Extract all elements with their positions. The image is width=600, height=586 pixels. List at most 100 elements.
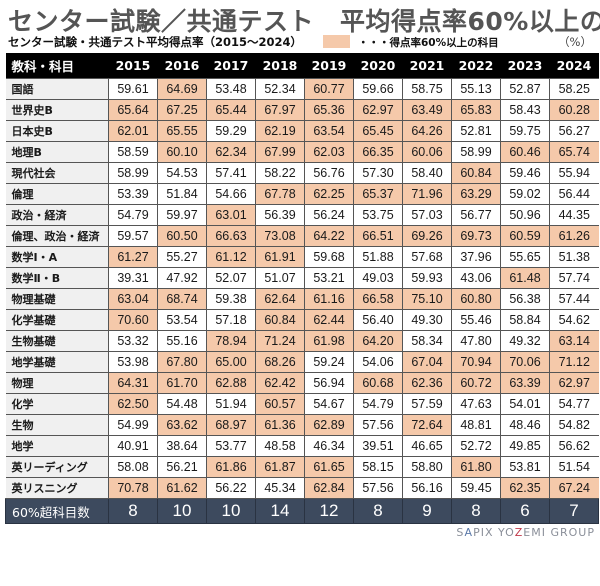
table-row: 現代社会 58.99 54.53 57.41 58.22 56.76 57.30 58.40 6… bbox=[5, 162, 599, 184]
table-row: 世界史B 65.64 67.25 65.44 67.97 65.36 62.97 63.49 6… bbox=[5, 99, 599, 121]
score-cell: 54.53 bbox=[157, 162, 207, 184]
score-cell-highlighted: 70.06 bbox=[500, 351, 550, 373]
score-cell: 59.02 bbox=[500, 183, 550, 205]
score-cell: 58.99 bbox=[108, 162, 158, 184]
score-cell: 58.59 bbox=[108, 141, 158, 163]
score-cell-highlighted: 70.94 bbox=[451, 351, 501, 373]
score-cell: 59.46 bbox=[500, 162, 550, 184]
count-cell: 6 bbox=[500, 498, 550, 524]
score-cell: 53.75 bbox=[353, 204, 403, 226]
score-cell: 52.81 bbox=[451, 120, 501, 142]
header-year-2018: 2018 bbox=[255, 53, 305, 79]
score-cell-highlighted: 61.87 bbox=[255, 456, 305, 478]
score-cell: 49.32 bbox=[500, 330, 550, 352]
score-cell-highlighted: 64.69 bbox=[157, 78, 207, 100]
score-cell: 57.56 bbox=[353, 477, 403, 499]
subject-name: 数学Ⅰ・A bbox=[5, 246, 109, 268]
subject-name: 倫理、政治・経済 bbox=[5, 225, 109, 247]
score-cell-highlighted: 63.49 bbox=[402, 99, 452, 121]
table-row: 数学Ⅱ・B 39.31 47.92 52.07 51.07 53.21 49.03 59.93… bbox=[5, 267, 599, 289]
score-cell: 46.34 bbox=[304, 435, 354, 457]
score-cell: 48.81 bbox=[451, 414, 501, 436]
score-cell: 56.39 bbox=[255, 204, 305, 226]
score-cell-highlighted: 60.50 bbox=[157, 225, 207, 247]
score-cell-highlighted: 65.36 bbox=[304, 99, 354, 121]
score-cell: 54.01 bbox=[500, 393, 550, 415]
score-cell-highlighted: 69.26 bbox=[402, 225, 452, 247]
score-cell-highlighted: 60.72 bbox=[451, 372, 501, 394]
score-cell-highlighted: 61.48 bbox=[500, 267, 550, 289]
score-cell: 56.94 bbox=[304, 372, 354, 394]
score-cell-highlighted: 61.98 bbox=[304, 330, 354, 352]
score-cell-highlighted: 62.25 bbox=[304, 183, 354, 205]
score-cell: 57.44 bbox=[549, 288, 599, 310]
score-cell-highlighted: 68.97 bbox=[206, 414, 256, 436]
score-cell: 52.72 bbox=[451, 435, 501, 457]
header-year-2019: 2019 bbox=[304, 53, 354, 79]
subject-name: 物理 bbox=[5, 372, 109, 394]
score-cell-highlighted: 67.04 bbox=[402, 351, 452, 373]
score-cell-highlighted: 66.35 bbox=[353, 141, 403, 163]
table-row: 倫理 53.39 51.84 54.66 67.78 62.25 65.37 71.96 63.… bbox=[5, 183, 599, 205]
count-cell: 9 bbox=[402, 498, 452, 524]
score-cell-highlighted: 61.86 bbox=[206, 456, 256, 478]
score-cell-highlighted: 60.28 bbox=[549, 99, 599, 121]
score-cell-highlighted: 63.29 bbox=[451, 183, 501, 205]
score-cell: 55.94 bbox=[549, 162, 599, 184]
score-cell-highlighted: 62.34 bbox=[206, 141, 256, 163]
score-cell: 54.66 bbox=[206, 183, 256, 205]
score-cell-highlighted: 60.46 bbox=[500, 141, 550, 163]
score-cell: 52.34 bbox=[255, 78, 305, 100]
score-cell: 57.74 bbox=[549, 267, 599, 289]
table-row: 政治・経済 54.79 59.97 63.01 56.39 56.24 53.75 57.03… bbox=[5, 204, 599, 226]
score-cell-highlighted: 62.97 bbox=[353, 99, 403, 121]
subject-name: 物理基礎 bbox=[5, 288, 109, 310]
score-cell: 52.07 bbox=[206, 267, 256, 289]
table-row: 英リーディング 58.08 56.21 61.86 61.87 61.65 58.15 58.… bbox=[5, 456, 599, 478]
subject-name: 生物 bbox=[5, 414, 109, 436]
score-cell-highlighted: 63.04 bbox=[108, 288, 158, 310]
score-cell: 59.45 bbox=[451, 477, 501, 499]
score-cell-highlighted: 61.12 bbox=[206, 246, 256, 268]
subject-name: 化学基礎 bbox=[5, 309, 109, 331]
score-cell: 53.21 bbox=[304, 267, 354, 289]
score-cell-highlighted: 60.68 bbox=[353, 372, 403, 394]
header-year-2015: 2015 bbox=[108, 53, 158, 79]
score-cell: 40.91 bbox=[108, 435, 158, 457]
score-cell: 58.43 bbox=[500, 99, 550, 121]
score-cell-highlighted: 73.08 bbox=[255, 225, 305, 247]
score-cell: 58.99 bbox=[451, 141, 501, 163]
brand-s: S bbox=[456, 526, 465, 539]
score-cell: 59.38 bbox=[206, 288, 256, 310]
score-cell-highlighted: 64.31 bbox=[108, 372, 158, 394]
score-cell: 51.54 bbox=[549, 456, 599, 478]
score-cell-highlighted: 63.62 bbox=[157, 414, 207, 436]
score-cell-highlighted: 62.35 bbox=[500, 477, 550, 499]
score-cell-highlighted: 71.96 bbox=[402, 183, 452, 205]
header-year-2020: 2020 bbox=[353, 53, 403, 79]
table-row: 化学基礎 70.60 53.54 57.18 60.84 62.44 56.40 49.30 5… bbox=[5, 309, 599, 331]
score-cell: 49.03 bbox=[353, 267, 403, 289]
brand-rest: EMI GROUP bbox=[523, 526, 595, 539]
score-cell: 58.25 bbox=[549, 78, 599, 100]
table-row: 数学Ⅰ・A 61.27 55.27 61.12 61.91 59.68 51.88 57.68… bbox=[5, 246, 599, 268]
header-year-2021: 2021 bbox=[402, 53, 452, 79]
score-cell: 56.24 bbox=[304, 204, 354, 226]
subject-name: 日本史B bbox=[5, 120, 109, 142]
score-cell-highlighted: 61.65 bbox=[304, 456, 354, 478]
score-cell: 53.39 bbox=[108, 183, 158, 205]
score-cell: 59.29 bbox=[206, 120, 256, 142]
score-cell: 59.61 bbox=[108, 78, 158, 100]
score-cell-highlighted: 62.42 bbox=[255, 372, 305, 394]
header-year-2016: 2016 bbox=[157, 53, 207, 79]
score-cell-highlighted: 62.19 bbox=[255, 120, 305, 142]
score-cell-highlighted: 67.99 bbox=[255, 141, 305, 163]
score-cell-highlighted: 65.37 bbox=[353, 183, 403, 205]
header-year-2017: 2017 bbox=[206, 53, 256, 79]
score-cell: 56.76 bbox=[304, 162, 354, 184]
subject-name: 政治・経済 bbox=[5, 204, 109, 226]
score-cell: 49.30 bbox=[402, 309, 452, 331]
footer-row: 60%超科目数 8 10 10 14 12 8 9 8 6 7 bbox=[5, 498, 599, 524]
score-cell-highlighted: 78.94 bbox=[206, 330, 256, 352]
score-cell: 53.98 bbox=[108, 351, 158, 373]
